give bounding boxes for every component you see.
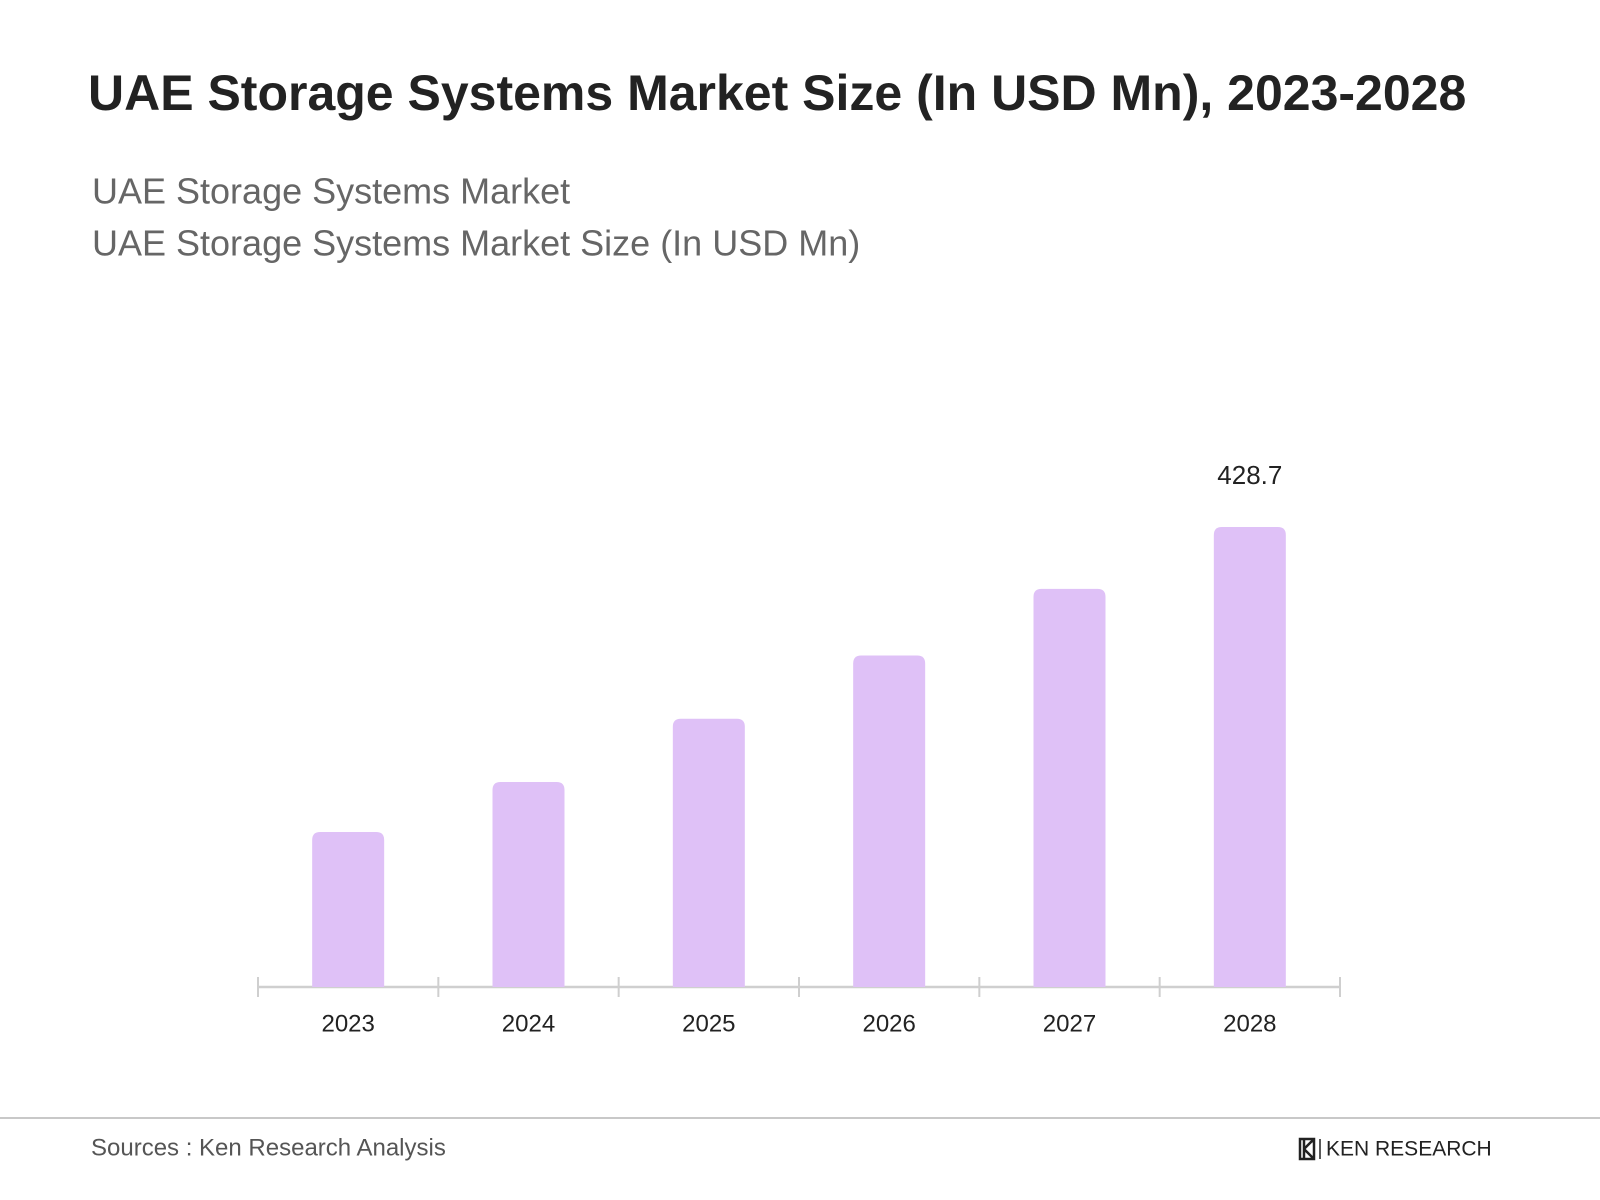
x-tick-label: 2025 xyxy=(682,1010,735,1037)
bar xyxy=(1033,588,1106,987)
bar xyxy=(312,831,385,987)
brand-logo: KEN RESEARCH xyxy=(1298,1137,1492,1161)
bar xyxy=(853,655,926,987)
x-tick-label: 2023 xyxy=(321,1010,374,1037)
x-tick-label: 2028 xyxy=(1223,1010,1276,1037)
bar xyxy=(492,782,565,987)
data-label: 428.7 xyxy=(1217,460,1282,490)
chart-subtitle: UAE Storage Systems Market xyxy=(92,171,570,212)
bar xyxy=(1213,527,1286,987)
x-tick-label: 2027 xyxy=(1043,1010,1096,1037)
logo-icon xyxy=(1298,1137,1316,1161)
brand-name: KEN RESEARCH xyxy=(1326,1138,1492,1161)
chart-subtitle: UAE Storage Systems Market Size (In USD … xyxy=(92,223,860,264)
bar xyxy=(672,718,745,987)
chart-title: UAE Storage Systems Market Size (In USD … xyxy=(88,65,1466,121)
x-tick-label: 2026 xyxy=(862,1010,915,1037)
source-note: Sources : Ken Research Analysis xyxy=(91,1134,446,1161)
x-tick-label: 2024 xyxy=(502,1010,555,1037)
